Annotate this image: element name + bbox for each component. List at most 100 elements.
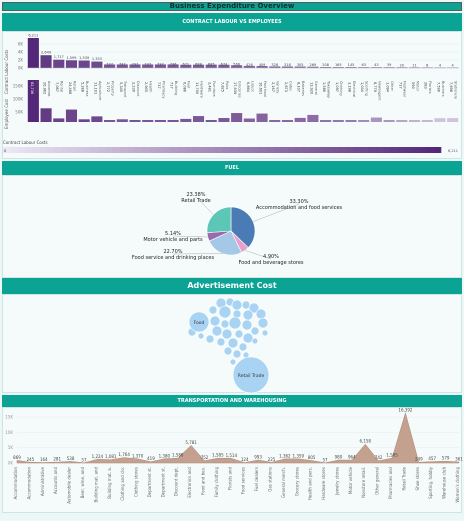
labour-bar (294, 66, 306, 68)
labour-data-label: 11 (412, 63, 416, 67)
labour-data-label: 736 (170, 62, 177, 66)
labour-tick-label: 0K (18, 66, 24, 71)
labour-axis-title: Contract Labour Costs (4, 50, 9, 95)
labour-data-label: 4 (439, 63, 442, 67)
transport-category-label: Warehouse club (442, 467, 447, 499)
contract-chart[interactable]: Contract Labour Costs Employee Cost 6K 4K 2K… (3, 32, 463, 160)
legend-gradient-step (83, 147, 91, 153)
labour-data-label: 674 (221, 63, 228, 67)
transport-category-label: Women's clothing (455, 467, 460, 503)
pie-leader-line (253, 203, 300, 222)
labour-data-label: 737 (132, 62, 139, 66)
employee-data-label: 1,097 (335, 82, 339, 92)
legend-gradient-step (192, 147, 201, 153)
transport-category-label: Family clothing (214, 467, 219, 498)
labour-tick-label: 2K (18, 58, 24, 63)
employee-bar (269, 120, 281, 122)
transport-tick-label: 0K (8, 461, 14, 466)
labour-data-label: 695 (208, 63, 215, 67)
transport-category-label: Florists and (227, 467, 232, 491)
advert-bubble (231, 299, 243, 311)
category-label: Variety (276, 81, 280, 93)
transport-category-label: Health and pers. (308, 467, 313, 500)
transport-category-label: Clothing and clo. (120, 467, 125, 501)
transport-data-label: 1,380 (159, 453, 171, 458)
legend-gradient-step (178, 147, 186, 153)
transport-category-label: Shoe stores (415, 467, 420, 490)
legend-gradient-step (419, 147, 427, 153)
transport-data-label: 1,081 (105, 454, 117, 459)
labour-bar (27, 38, 39, 68)
advert-bubble (216, 337, 226, 347)
legend-gradient-step (397, 147, 405, 153)
labour-bar (345, 67, 357, 68)
advert-bubble (248, 302, 260, 314)
employee-data-label: 2,772 (106, 82, 110, 92)
employee-data-label: 7,596 (436, 82, 440, 92)
pie-leader-line (172, 235, 208, 238)
transport-chart-card: 15K 10K 5K 0K 869 Accommodation 245 Accommodati… (2, 407, 463, 514)
legend-max-label: 6,211 (448, 149, 458, 153)
transport-category-label: Building mat. and (93, 467, 98, 503)
transport-data-label: 1,585 (386, 453, 398, 458)
category-label: Hardware (199, 81, 203, 98)
labour-data-label: 737 (106, 62, 113, 66)
legend-gradient-step (90, 147, 99, 153)
employee-bar (421, 120, 433, 122)
category-label: Other (390, 81, 394, 91)
employee-bar (180, 118, 192, 122)
labour-data-label: 43 (374, 63, 378, 67)
employee-data-label: 717 (170, 82, 174, 89)
legend-gradient-step (170, 147, 179, 153)
labour-data-label: 1,333 (92, 57, 102, 61)
legend-gradient-step (76, 147, 84, 153)
employee-bar (408, 120, 421, 122)
transport-data-label: 980 (335, 455, 343, 460)
labour-data-label: 409 (259, 63, 266, 67)
fuel-chart-card: 33.30% Accommodation and food services 4.9… (2, 175, 462, 278)
employee-data-label: 5,288 (81, 82, 85, 92)
labour-bar (129, 64, 141, 68)
legend-gradient-step (338, 147, 347, 153)
category-label: Furniture (212, 81, 216, 97)
legend-gradient-step (273, 147, 281, 153)
transport-category-label: Building mat. a. (107, 467, 112, 499)
legend-gradient-step (134, 147, 142, 153)
labour-bar (383, 67, 395, 68)
legend-gradient-step (32, 147, 40, 153)
advert-bubble-chart[interactable]: Food Retail Trade (3, 295, 463, 394)
transport-category-label: Other general (375, 467, 380, 495)
labour-bar (370, 67, 382, 68)
employee-bar (307, 114, 319, 122)
employee-data-label: 5,345 (119, 82, 123, 92)
fuel-pie-chart[interactable]: 33.30%Accommodation and food services 4.9… (3, 176, 463, 279)
employee-bar (447, 118, 459, 122)
category-label: Newsagent (377, 81, 381, 101)
employee-bar (218, 118, 230, 122)
transport-category-label: Grocery stores (294, 467, 299, 496)
contract-section-title: CONTRACT LABOUR VS EMPLOYEES (182, 19, 282, 25)
employee-bar (345, 120, 357, 122)
advert-bubble-label-food: Food (194, 320, 205, 326)
advert-bubble-retail (232, 356, 270, 394)
labour-bar (447, 67, 459, 68)
category-label: Groceries (238, 81, 242, 98)
employee-bar (167, 120, 179, 122)
transport-data-label: 805 (308, 455, 316, 460)
legend-gradient-step (207, 147, 215, 153)
labour-data-label: 208 (322, 63, 329, 67)
pie-pct-label: 4.90% (263, 254, 279, 260)
legend-gradient-step (112, 147, 121, 153)
category-label: Florists (428, 81, 432, 94)
labour-data-label: 1,717 (54, 55, 64, 59)
employee-data-label: 2,481 (208, 82, 212, 92)
labour-data-label: 6,211 (28, 34, 38, 38)
transport-data-label: 1,514 (226, 453, 238, 458)
transport-category-label: Hardware stores (321, 467, 326, 500)
employee-data-label: 7,087 (55, 82, 59, 92)
legend-gradient-step (141, 147, 150, 153)
labour-data-label: 305 (297, 63, 304, 67)
legend-gradient-step (54, 147, 62, 153)
